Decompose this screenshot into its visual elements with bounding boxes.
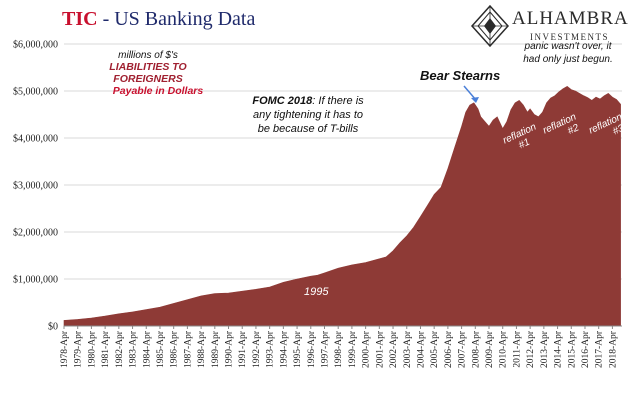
x-tick-label: 1993-Apr [266,330,276,368]
x-tick-label: 2003-Apr [403,330,413,368]
x-tick-label: 2002-Apr [389,330,399,368]
units-label: millions of $'s [118,50,178,61]
grid-lines [64,43,622,327]
x-tick-label: 1988-Apr [197,330,207,368]
x-tick-label: 1998-Apr [334,330,344,368]
year-1995-label: 1995 [304,286,329,298]
x-tick-label: 2018-Apr [608,330,618,368]
x-tick-label: 1979-Apr [74,330,84,368]
x-tick-label: 1983-Apr [129,330,139,368]
x-tick-label: 2001-Apr [375,330,385,368]
x-tick-label: 2016-Apr [581,330,591,368]
x-tick-label: 1999-Apr [348,330,358,368]
bear-stearns-arrowhead [471,97,479,103]
fomc-line-2: any tightening it has to [252,109,364,121]
y-tick-labels: $0 $1,000,000 $2,000,000 $3,000,000 $4,000,0… [13,40,58,333]
x-tick-label: 1997-Apr [320,330,330,368]
y-tick-label: $6,000,000 [13,40,58,51]
x-tick-label: 1986-Apr [170,330,180,368]
liabilities-area [63,85,621,327]
area-series [63,85,621,327]
y-tick-label: $2,000,000 [13,228,58,239]
x-tick-label: 1984-Apr [142,330,152,368]
y-tick-label: $0 [48,322,58,333]
x-tick-label: 2015-Apr [567,330,577,368]
x-tick-label: 2013-Apr [540,330,550,368]
x-tick-label: 1987-Apr [183,330,193,368]
y-tick-label: $1,000,000 [13,275,58,286]
x-tick-label: 2011-Apr [512,330,522,367]
bear-stearns-label: Bear Stearns [420,68,501,83]
fomc-note: FOMC 2018: If there is any tightening it… [238,94,378,136]
x-tick-label: 1990-Apr [225,330,235,368]
x-tick-label: 2000-Apr [362,330,372,368]
fomc-line-3: be because of T-bills [257,123,359,135]
title-main: - US Banking Data [97,8,256,30]
title-prefix: TIC [62,8,98,30]
x-tick-label: 2008-Apr [471,330,481,368]
x-tick-label: 1995-Apr [293,330,303,368]
chart-title: TIC - US Banking Data [62,8,255,31]
x-tick-label: 1981-Apr [101,330,111,368]
series-label-2: Payable in Dollars [112,85,204,97]
x-tick-label: 2004-Apr [416,330,426,368]
x-tick-label: 2005-Apr [430,330,440,368]
x-tick-label: 2014-Apr [554,330,564,368]
units-note: millions of $'s LIABILITIES TO FOREIGNER… [88,50,208,97]
panic-note: panic wasn't over, it had only just begu… [508,40,628,66]
x-tick-label: 2006-Apr [444,330,454,368]
logo-name: ALHAMBRA [512,8,629,29]
x-tick-label: 2010-Apr [499,330,509,368]
x-tick-label: 1980-Apr [87,330,97,368]
y-tick-label: $5,000,000 [13,87,58,98]
alhambra-logo-icon [470,4,510,48]
panic-line-1: panic wasn't over, it [524,41,612,52]
alhambra-logo: ALHAMBRA INVESTMENTS [470,4,640,48]
x-tick-label: 1996-Apr [307,330,317,368]
x-tick-label: 1992-Apr [252,330,262,368]
fomc-line-1: : If there is [312,95,364,107]
x-tick-label: 2012-Apr [526,330,536,368]
y-tick-label: $3,000,000 [13,181,58,192]
x-tick-label: 1982-Apr [115,330,125,368]
x-tick-label: 2007-Apr [458,330,468,368]
series-label-1: LIABILITIES TO FOREIGNERS [109,61,187,85]
x-tick-label: 1994-Apr [279,330,289,368]
x-tick-labels: 1978-Apr 1979-Apr 1980-Apr 1981-Apr 1982-Apr… [60,330,618,368]
x-tick-label: 1978-Apr [60,330,70,368]
x-tick-label: 1991-Apr [238,330,248,368]
fomc-bold: FOMC 2018 [252,95,313,107]
y-tick-label: $4,000,000 [13,134,58,145]
logo-subtitle: INVESTMENTS [530,32,609,42]
x-tick-label: 2017-Apr [595,330,605,368]
x-tick-label: 1989-Apr [211,330,221,368]
x-tick-label: 2009-Apr [485,330,495,368]
axes [63,325,622,329]
panic-line-2: had only just begun. [523,54,613,65]
x-tick-label: 1985-Apr [156,330,166,368]
